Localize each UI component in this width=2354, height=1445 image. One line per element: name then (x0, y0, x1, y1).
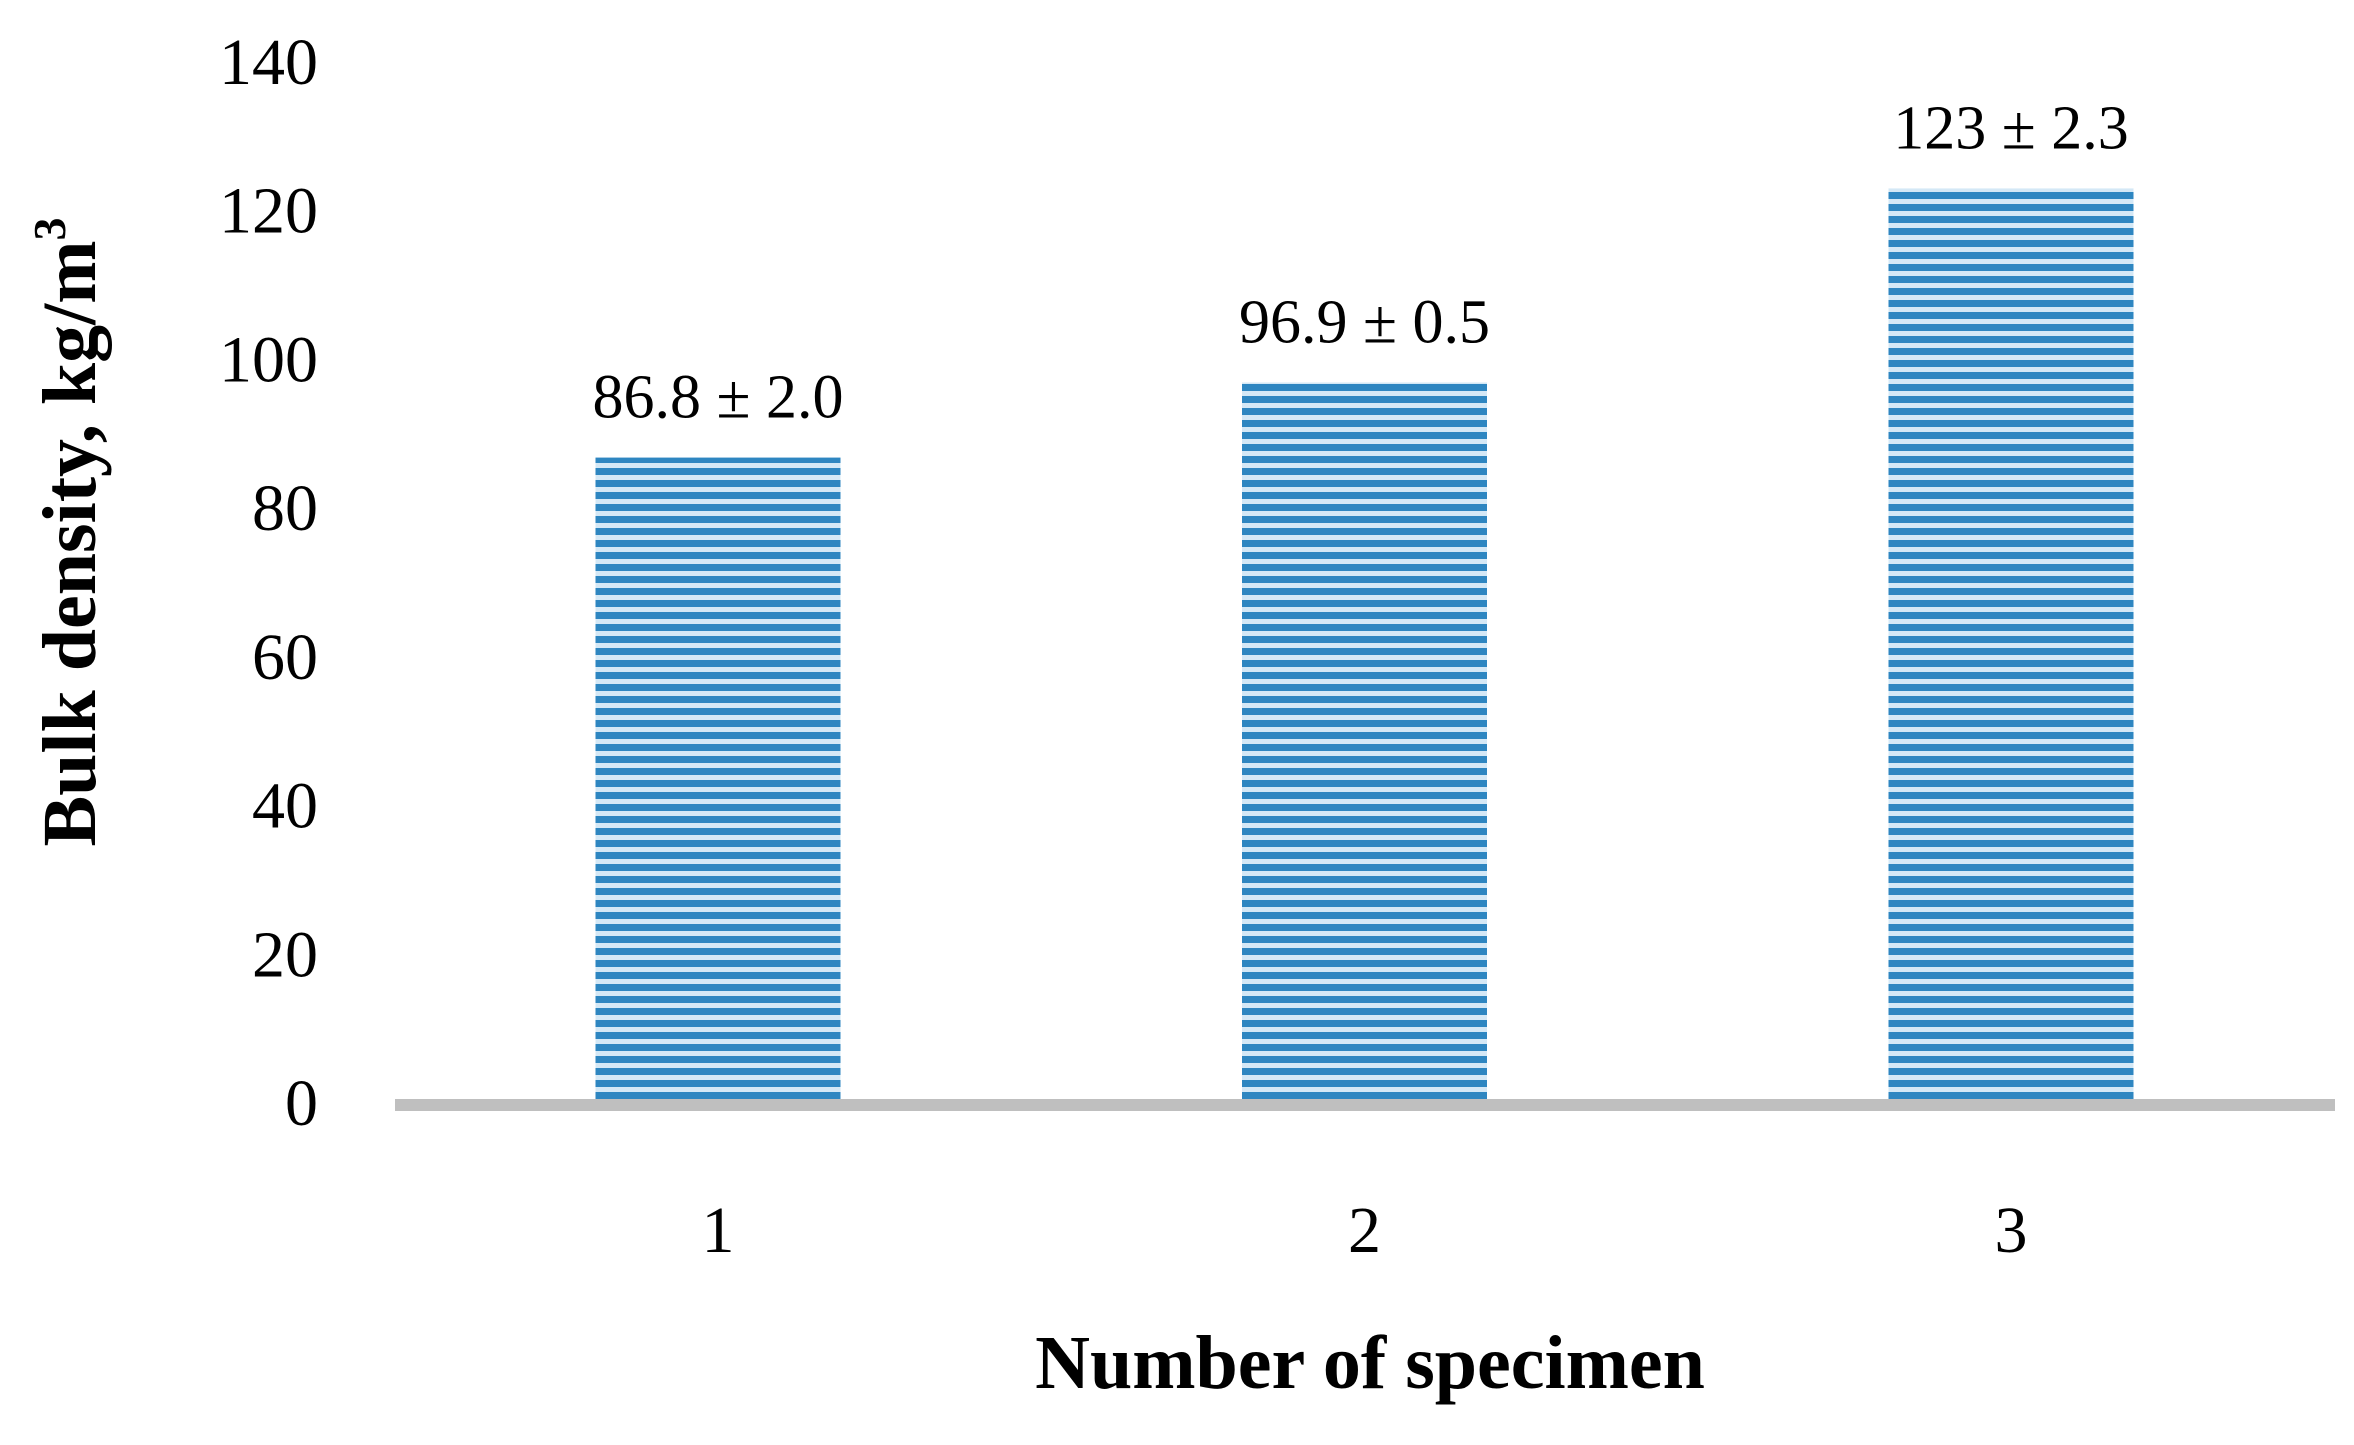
x-axis-baseline (395, 1099, 2335, 1111)
data-label: 86.8 ± 2.0 (592, 364, 843, 432)
y-axis-title-superscript: 3 (24, 217, 75, 240)
bars-group (595, 188, 2134, 1104)
x-axis-categories: 1 2 3 (702, 1194, 2028, 1267)
y-axis-title-main: Bulk density, kg/m (28, 240, 112, 846)
y-tick-label: 140 (219, 26, 318, 99)
x-category-label: 2 (1348, 1194, 1381, 1267)
y-tick-label: 120 (219, 175, 318, 248)
x-axis-baseline-group (395, 1099, 2335, 1111)
data-labels-group: 86.8 ± 2.0 96.9 ± 0.5 123 ± 2.3 (592, 94, 2128, 431)
bar-specimen-1 (595, 457, 841, 1104)
data-label: 96.9 ± 0.5 (1239, 288, 1490, 356)
y-tick-label: 80 (252, 472, 318, 545)
y-axis-title: Bulk density, kg/m3 (24, 217, 112, 846)
bar-specimen-2 (1242, 382, 1487, 1104)
x-axis-title: Number of specimen (1035, 1321, 1705, 1405)
x-category-label: 3 (1995, 1194, 2028, 1267)
y-tick-label: 0 (285, 1067, 318, 1140)
bar-specimen-3 (1888, 188, 2134, 1103)
y-tick-label: 100 (219, 323, 318, 396)
y-tick-label: 40 (252, 770, 318, 843)
x-category-label: 1 (702, 1194, 735, 1267)
y-axis-ticks: 0 20 40 60 80 100 120 140 (219, 26, 318, 1140)
y-tick-label: 60 (252, 621, 318, 694)
data-label: 123 ± 2.3 (1893, 94, 2129, 162)
y-tick-label: 20 (252, 918, 318, 991)
